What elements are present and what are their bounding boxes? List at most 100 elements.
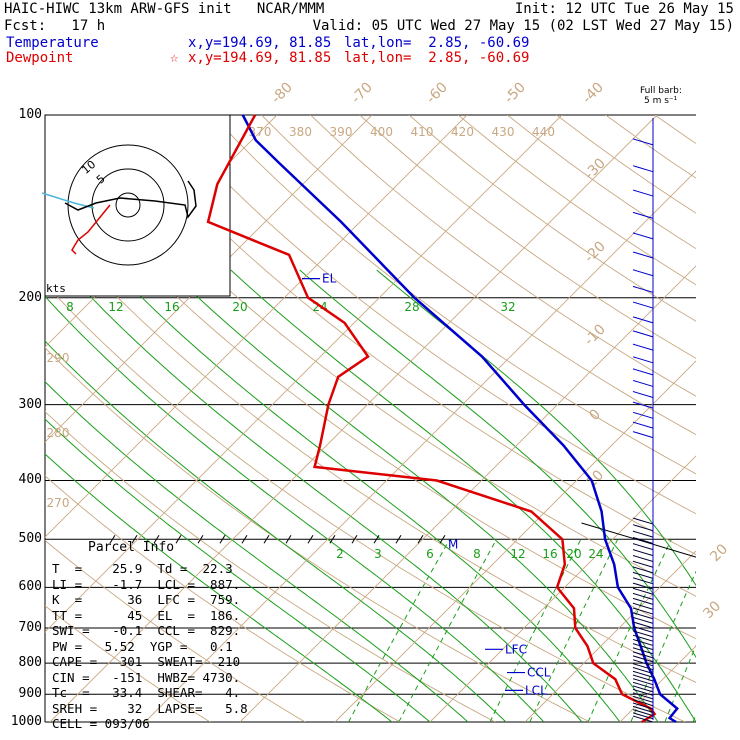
moist-adiabat bbox=[45, 380, 469, 722]
parcel-info-row: LI = -1.7 LCL = 887. bbox=[52, 576, 241, 592]
legend-dewpoint: Dewpoint bbox=[6, 50, 74, 66]
mixing-ratio-label: 8 bbox=[473, 547, 481, 561]
hodograph-units: kts bbox=[46, 282, 66, 295]
isotherm-label: 20 bbox=[707, 541, 731, 565]
wind-barb bbox=[632, 625, 654, 633]
mixing-ratio-label: 6 bbox=[426, 547, 434, 561]
isotherm-label: -30 bbox=[581, 155, 608, 182]
hodograph: 105 bbox=[41, 114, 231, 297]
wind-barb bbox=[632, 555, 654, 562]
mixing-ratio-label: 3 bbox=[374, 547, 382, 561]
dry-adiabat bbox=[45, 605, 211, 722]
wind-barb bbox=[632, 391, 654, 398]
dry-adiabat bbox=[45, 539, 306, 722]
hatch bbox=[263, 535, 270, 544]
annotation-lcl: LCL bbox=[525, 683, 547, 697]
header-valid: Valid: 05 UTC Wed 27 May 15 (02 LST Wed … bbox=[312, 18, 734, 34]
dry-adiabat bbox=[359, 115, 696, 359]
parcel-info-row: SWI = -0.1 CCL = 829. bbox=[52, 623, 241, 638]
wind-barb bbox=[632, 411, 654, 419]
pressure-label-600: 600 bbox=[18, 579, 42, 595]
temperature-profile bbox=[241, 114, 679, 724]
pressure-label-400: 400 bbox=[18, 472, 42, 488]
wind-barb bbox=[632, 699, 654, 707]
hatch bbox=[175, 535, 182, 544]
hatch bbox=[439, 535, 446, 544]
wind-barb bbox=[632, 670, 654, 678]
wind-barb bbox=[632, 189, 654, 197]
isotherm bbox=[45, 115, 563, 633]
hatch bbox=[131, 535, 138, 544]
wind-barb bbox=[632, 655, 654, 663]
sounding-profiles bbox=[206, 114, 679, 724]
hatch bbox=[417, 535, 424, 544]
annotation-lfc: LFC bbox=[505, 642, 527, 656]
theta-e-label: 410 bbox=[411, 125, 434, 139]
parcel-info-row: CIN = -151 HWBZ= 4730. bbox=[52, 669, 241, 685]
barb-legend-line1: Full barb: bbox=[640, 86, 682, 96]
wind-barb bbox=[632, 638, 654, 646]
wind-barb bbox=[632, 530, 654, 538]
moist-adiabat bbox=[114, 269, 621, 722]
annotation-ccl: CCL bbox=[527, 666, 551, 680]
isotherm-label: -80 bbox=[268, 79, 295, 106]
mixing-ratio-label: 20 bbox=[566, 547, 581, 561]
hatch bbox=[329, 535, 336, 544]
parcel-info-row: PW = 5.52 YGP = 0.1 bbox=[52, 638, 233, 654]
wind-barb bbox=[632, 712, 654, 720]
wind-barb bbox=[632, 634, 654, 642]
isotherm-label: 0 bbox=[586, 406, 604, 424]
pressure-label-900: 900 bbox=[18, 686, 42, 702]
parcel-info-row: CELL = 093/06 bbox=[52, 716, 150, 731]
theta-e-label: 390 bbox=[330, 125, 353, 139]
isotherm-label: -70 bbox=[348, 79, 375, 106]
wind-barb bbox=[632, 616, 654, 624]
mixing-ratio-label: 12 bbox=[108, 300, 123, 314]
hatch bbox=[241, 535, 248, 544]
mixing-ratio-line bbox=[717, 539, 740, 722]
dry-adiabat bbox=[45, 153, 696, 640]
dry-adiabat bbox=[45, 347, 591, 722]
mixing-ratio-line bbox=[398, 539, 497, 722]
wind-barb bbox=[632, 647, 654, 655]
hodograph-trace-mid bbox=[64, 180, 197, 219]
wind-barb bbox=[632, 251, 654, 259]
moist-adiabat bbox=[299, 269, 696, 659]
mixing-ratio-label: 24 bbox=[588, 547, 603, 561]
isotherm bbox=[45, 115, 468, 538]
isotherm bbox=[45, 115, 373, 443]
wind-barb bbox=[632, 674, 654, 682]
theta-e-label: 430 bbox=[492, 125, 515, 139]
hatch bbox=[285, 535, 292, 544]
moist-adiabat bbox=[45, 295, 545, 722]
isotherm-label: -60 bbox=[423, 79, 450, 106]
wind-barb bbox=[632, 678, 654, 686]
dry-adiabat bbox=[704, 115, 740, 722]
pressure-label-800: 800 bbox=[18, 655, 42, 671]
parcel-info-title: Parcel Info bbox=[88, 540, 175, 555]
isotherm bbox=[715, 115, 740, 722]
wind-barb bbox=[632, 630, 654, 638]
pressure-label-1000: 1000 bbox=[10, 714, 42, 729]
moist-adiabat bbox=[230, 269, 696, 722]
hatch bbox=[307, 535, 314, 544]
wind-barb bbox=[632, 659, 654, 667]
pressure-label-700: 700 bbox=[18, 619, 42, 635]
pressure-label-500: 500 bbox=[18, 531, 42, 547]
wind-barb bbox=[632, 330, 654, 338]
isotherm bbox=[49, 115, 658, 722]
dry-adiabat bbox=[113, 115, 696, 556]
moist-adiabat bbox=[168, 269, 659, 722]
moist-adiabat bbox=[376, 269, 696, 587]
parcel-info-row: T = 25.9 Td = 22.3 bbox=[52, 561, 233, 576]
parcel-info-row: K = 36 LFC = 759. bbox=[52, 592, 241, 607]
wind-barb bbox=[632, 681, 654, 689]
isotherm-label: 30 bbox=[700, 598, 724, 622]
wind-barb bbox=[632, 517, 654, 525]
mixing-ratio-label: 12 bbox=[510, 547, 525, 561]
dewpoint-latlon: lat,lon= 2.85, -60.69 bbox=[344, 50, 530, 66]
header-fcst: Fcst: 17 h bbox=[4, 18, 106, 34]
wind-barb bbox=[632, 560, 654, 568]
parcel-info-row: CAPE = 301 SWEAT= 210 bbox=[52, 654, 241, 669]
